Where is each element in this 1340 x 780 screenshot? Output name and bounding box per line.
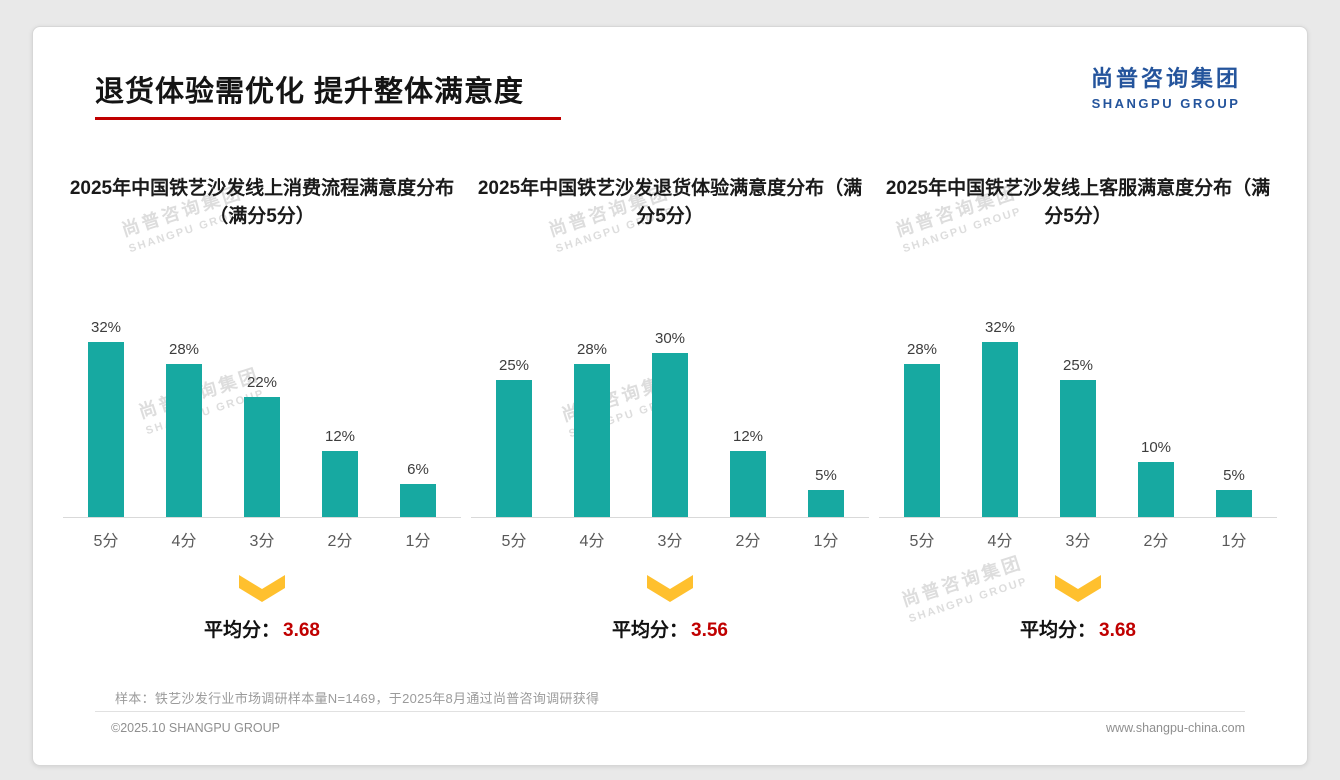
brand-logo: 尚普咨询集团 SHANGPU GROUP	[1091, 61, 1241, 111]
category-axis: 5分 4分 3分 2分 1分	[471, 527, 869, 551]
bar-group: 28%	[574, 341, 610, 517]
bar-group: 25%	[1060, 357, 1096, 517]
category-axis: 5分 4分 3分 2分 1分	[63, 527, 461, 551]
average-label: 平均分：	[204, 620, 281, 641]
bar-plot: 28% 32% 25% 10% 5%	[879, 303, 1277, 518]
category-label: 4分	[579, 533, 605, 550]
bar-group: 12%	[730, 428, 766, 517]
category-label: 3分	[249, 533, 275, 550]
category-label: 5分	[909, 533, 935, 550]
bar-value-label: 22%	[246, 374, 278, 391]
bar-group: 32%	[88, 319, 124, 517]
bar-value-label: 30%	[654, 330, 686, 347]
sample-footnote: 样本：铁艺沙发行业市场调研样本量N=1469，于2025年8月通过尚普咨询调研获…	[115, 691, 600, 706]
bar	[730, 451, 766, 517]
chart-2: 2025年中国铁艺沙发退货体验满意度分布（满分5分） 25% 28% 30% 12% 5%…	[471, 175, 869, 642]
chart-title: 2025年中国铁艺沙发线上消费流程满意度分布（满分5分）	[69, 178, 455, 227]
category-label: 3分	[1065, 533, 1091, 550]
bar	[1138, 462, 1174, 517]
brand-logo-en: SHANGPU GROUP	[1091, 96, 1241, 111]
bar	[982, 342, 1018, 517]
footer-copyright: ©2025.10 SHANGPU GROUP	[111, 721, 280, 735]
bar-group: 28%	[904, 341, 940, 517]
chart-title: 2025年中国铁艺沙发线上客服满意度分布（满分5分）	[885, 178, 1271, 227]
bar	[496, 380, 532, 517]
category-label: 1分	[405, 533, 431, 550]
bar	[166, 364, 202, 517]
chart-3: 2025年中国铁艺沙发线上客服满意度分布（满分5分） 28% 32% 25% 10% 5%…	[879, 175, 1277, 642]
average-value: 3.68	[1099, 620, 1136, 641]
category-label: 2分	[327, 533, 353, 550]
down-arrow-icon	[1055, 575, 1101, 602]
category-label: 5分	[501, 533, 527, 550]
footer-divider	[95, 711, 1245, 712]
bar-value-label: 10%	[1140, 439, 1172, 456]
bar-group: 25%	[496, 357, 532, 517]
bar-group: 32%	[982, 319, 1018, 517]
average-value: 3.56	[691, 620, 728, 641]
bar-plot: 32% 28% 22% 12% 6%	[63, 303, 461, 518]
bar-value-label: 25%	[1062, 357, 1094, 374]
category-label: 3分	[657, 533, 683, 550]
average-label: 平均分：	[1020, 620, 1097, 641]
bar-group: 6%	[400, 461, 436, 517]
average-score: 平均分： 3.68	[204, 615, 320, 642]
average-label: 平均分：	[612, 620, 689, 641]
chart-title: 2025年中国铁艺沙发退货体验满意度分布（满分5分）	[477, 178, 863, 227]
bar	[904, 364, 940, 517]
bar-value-label: 12%	[324, 428, 356, 445]
brand-logo-cn: 尚普咨询集团	[1090, 66, 1241, 91]
chart-1: 2025年中国铁艺沙发线上消费流程满意度分布（满分5分） 32% 28% 22% 12%…	[63, 175, 461, 642]
bar-value-label: 5%	[815, 467, 837, 484]
bar	[652, 353, 688, 517]
bar-group: 5%	[1216, 467, 1252, 517]
bar	[808, 490, 844, 517]
category-label: 4分	[171, 533, 197, 550]
slide: 尚普咨询集团 SHANGPU GROUP 尚普咨询集团 SHANGPU GROU…	[32, 26, 1308, 766]
title-underline	[95, 116, 561, 120]
bar-group: 12%	[322, 428, 358, 517]
average-score: 平均分： 3.56	[612, 615, 728, 642]
footer-website: www.shangpu-china.com	[1106, 721, 1245, 735]
bar	[574, 364, 610, 517]
bar-value-label: 28%	[906, 341, 938, 358]
bar-value-label: 28%	[168, 341, 200, 358]
bar-value-label: 12%	[732, 428, 764, 445]
category-label: 1分	[1221, 533, 1247, 550]
page-title: 退货体验需优化 提升整体满意度	[95, 76, 525, 108]
bar-group: 28%	[166, 341, 202, 517]
title-block: 退货体验需优化 提升整体满意度	[95, 75, 561, 120]
bar	[322, 451, 358, 517]
category-axis: 5分 4分 3分 2分 1分	[879, 527, 1277, 551]
footer: ©2025.10 SHANGPU GROUP www.shangpu-china…	[111, 721, 1245, 735]
bar	[244, 397, 280, 517]
average-value: 3.68	[283, 620, 320, 641]
bar	[1216, 490, 1252, 517]
bar-value-label: 5%	[1223, 467, 1245, 484]
average-score: 平均分： 3.68	[1020, 615, 1136, 642]
down-arrow-icon	[647, 575, 693, 602]
bar	[88, 342, 124, 517]
category-label: 5分	[93, 533, 119, 550]
category-label: 2分	[735, 533, 761, 550]
charts-row: 2025年中国铁艺沙发线上消费流程满意度分布（满分5分） 32% 28% 22% 12%…	[63, 175, 1277, 642]
bar-group: 30%	[652, 330, 688, 517]
down-arrow-icon	[239, 575, 285, 602]
category-label: 2分	[1143, 533, 1169, 550]
bar-value-label: 28%	[576, 341, 608, 358]
bar-plot: 25% 28% 30% 12% 5%	[471, 303, 869, 518]
category-label: 1分	[813, 533, 839, 550]
bar-value-label: 32%	[984, 319, 1016, 336]
bar	[1060, 380, 1096, 517]
bar-group: 5%	[808, 467, 844, 517]
bar	[400, 484, 436, 517]
bar-value-label: 32%	[90, 319, 122, 336]
bar-value-label: 25%	[498, 357, 530, 374]
category-label: 4分	[987, 533, 1013, 550]
bar-group: 10%	[1138, 439, 1174, 517]
bar-group: 22%	[244, 374, 280, 517]
bar-value-label: 6%	[407, 461, 429, 478]
